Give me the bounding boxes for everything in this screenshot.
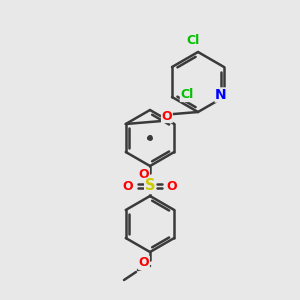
Text: O: O xyxy=(123,179,133,193)
Text: O: O xyxy=(139,169,149,182)
Text: O: O xyxy=(167,179,177,193)
Text: O: O xyxy=(139,256,149,269)
Text: S: S xyxy=(145,178,155,194)
Text: O: O xyxy=(162,110,172,122)
Text: Cl: Cl xyxy=(180,88,194,101)
Text: N: N xyxy=(215,88,227,102)
Text: Cl: Cl xyxy=(186,34,200,47)
